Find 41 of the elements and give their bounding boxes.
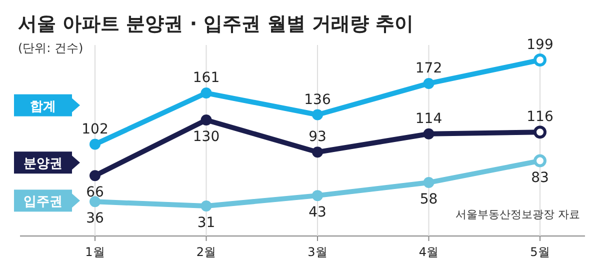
point (534, 54, 546, 66)
legend-label: 입주권 (24, 194, 62, 210)
point (423, 78, 434, 89)
data-label: 172 (415, 60, 442, 76)
data-label: 58 (420, 192, 438, 208)
data-label: 136 (304, 92, 331, 108)
chart-title: 서울 아파트 분양권 · 입주권 월별 거래량 추이 (18, 13, 414, 35)
data-label: 66 (86, 184, 104, 201)
data-label: 31 (197, 215, 216, 231)
point (200, 114, 212, 126)
point (200, 88, 212, 99)
point (312, 109, 323, 120)
data-label: 130 (192, 128, 220, 145)
data-label: 93 (308, 129, 326, 146)
data-label: 161 (192, 70, 220, 86)
data-label: 43 (308, 204, 326, 221)
point (90, 138, 100, 150)
point (200, 200, 212, 212)
point (312, 146, 323, 158)
data-label: 114 (415, 110, 442, 127)
text: 서울부동산정보광장 자료 (456, 208, 580, 221)
data-label: 116 (526, 109, 554, 126)
data-label: 102 (82, 121, 108, 138)
x-tick-label: 1월 (85, 245, 105, 259)
point (534, 126, 546, 139)
x-tick-label: 2월 (196, 245, 216, 259)
chart-subtitle: (단위: 건수) (18, 41, 84, 55)
data-label: 199 (526, 37, 554, 53)
point (423, 128, 434, 140)
x-tick-label: 3월 (308, 245, 328, 259)
data-label: 83 (531, 170, 549, 186)
point (90, 170, 100, 182)
point (534, 154, 546, 168)
legend-label: 분양권 (24, 156, 62, 172)
x-tick-label: 4월 (418, 245, 439, 259)
point (423, 177, 434, 188)
data-label: 36 (86, 210, 104, 227)
x-tick-label: 5월 (530, 245, 550, 259)
point (312, 190, 323, 202)
legend-label: 합계 (30, 99, 56, 114)
point (90, 196, 100, 208)
